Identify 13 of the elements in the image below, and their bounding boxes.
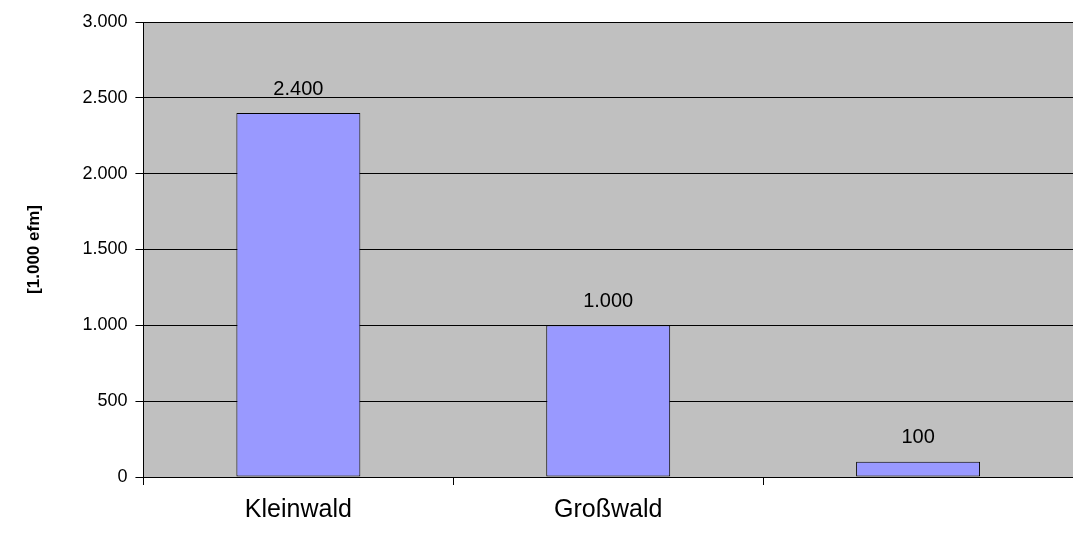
- y-tick-label: 3.000: [82, 10, 128, 31]
- data-label: 2.400: [273, 76, 324, 99]
- data-label: 1.000: [583, 288, 634, 311]
- x-tick-label: Großwald: [554, 493, 663, 522]
- y-axis-title: [1.000 efm]: [23, 205, 43, 294]
- y-tick-label: 500: [97, 390, 128, 411]
- x-tick-label: Kleinwald: [244, 493, 352, 522]
- y-tick-label: 1.000: [82, 314, 128, 335]
- y-tick-label: 1.500: [82, 238, 128, 259]
- y-tick-label: 0: [117, 465, 128, 486]
- data-label: 100: [901, 425, 935, 448]
- y-tick-label: 2.500: [82, 86, 128, 107]
- y-tick-label: 2.000: [82, 162, 128, 183]
